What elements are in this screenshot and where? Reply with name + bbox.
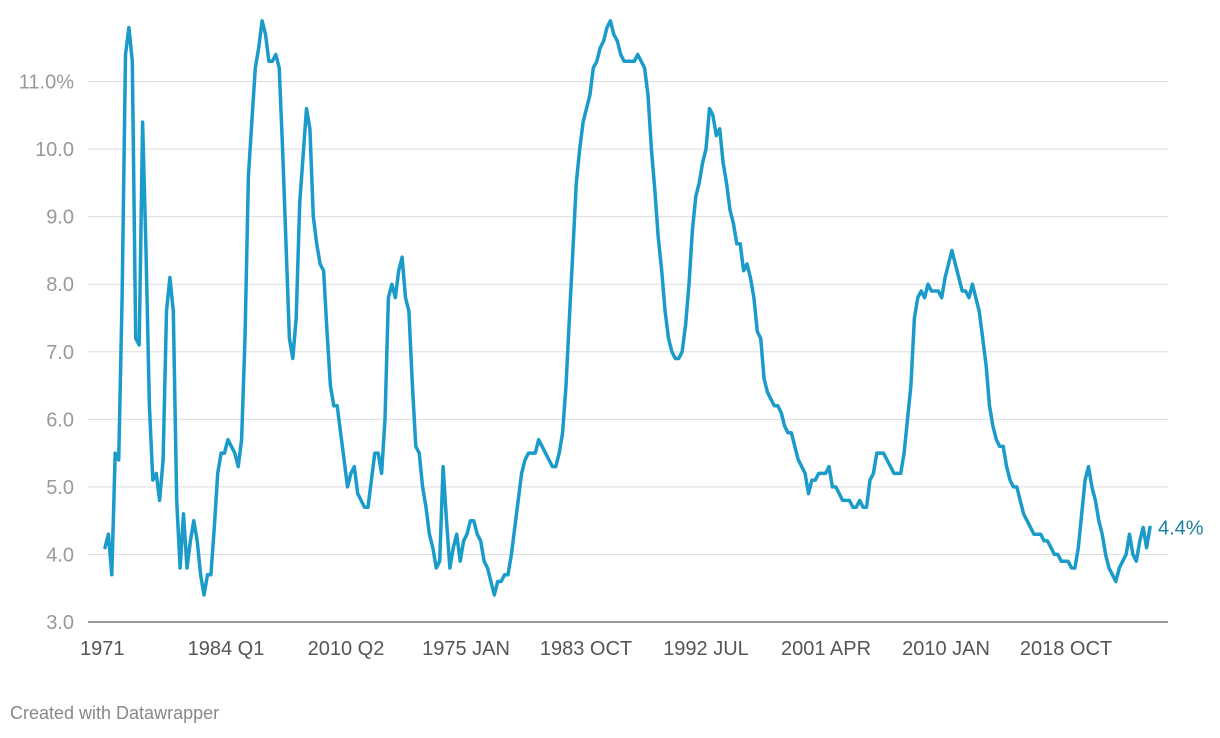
credit-text: Created with Datawrapper	[10, 703, 220, 723]
gridlines	[88, 81, 1168, 555]
x-tick-label: 1984 Q1	[188, 638, 265, 660]
x-tick-label: 2010 JAN	[902, 638, 990, 660]
y-tick-label: 5.0	[46, 477, 74, 499]
x-tick-label: 1975 JAN	[422, 638, 510, 660]
y-tick-label: 7.0	[46, 342, 74, 364]
end-value-label: 4.4%	[1158, 517, 1204, 539]
x-tick-label: 2010 Q2	[308, 638, 385, 660]
x-tick-label: 1983 OCT	[540, 638, 632, 660]
y-tick-label: 11.0%	[19, 72, 74, 94]
y-tick-label: 8.0	[46, 274, 74, 296]
y-tick-label: 10.0	[35, 139, 74, 161]
x-tick-label: 2018 OCT	[1020, 638, 1112, 660]
y-tick-label: 6.0	[46, 409, 74, 431]
x-tick-label: 1992 JUL	[663, 638, 749, 660]
x-tick-label: 1971	[80, 638, 125, 660]
y-axis-ticks: 3.0 4.0 5.0 6.0 7.0 8.0 9.0 10.0 11.0%	[19, 72, 74, 634]
line-chart: 3.0 4.0 5.0 6.0 7.0 8.0 9.0 10.0 11.0% 1971 1984 …	[19, 19, 1204, 660]
y-tick-label: 3.0	[46, 612, 74, 634]
y-tick-label: 9.0	[46, 207, 74, 229]
y-tick-label: 4.0	[46, 544, 74, 566]
series-line	[103, 19, 1152, 597]
x-tick-label: 2001 APR	[781, 638, 871, 660]
x-axis-ticks: 1971 1984 Q1 2010 Q2 1975 JAN 1983 OCT 1992 J…	[80, 638, 1112, 660]
